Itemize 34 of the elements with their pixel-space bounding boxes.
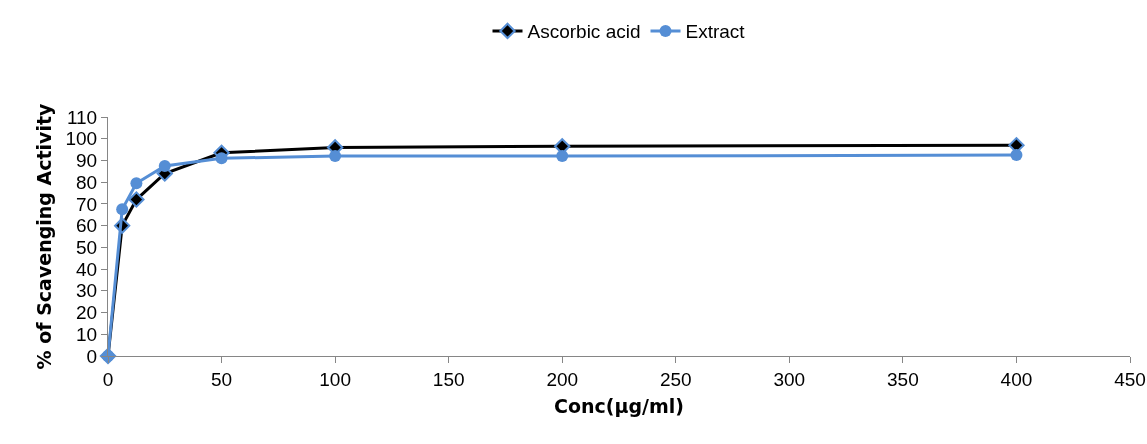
- point: [556, 150, 569, 163]
- x-tick-label: 150: [432, 368, 465, 390]
- x-tick-label: 250: [659, 368, 692, 390]
- point: [130, 177, 143, 190]
- x-tick-label: 350: [887, 368, 919, 390]
- point: [215, 152, 228, 165]
- y-tick-label: 50: [76, 237, 98, 259]
- y-tick-label: 20: [76, 302, 98, 324]
- y-tick-label: 70: [76, 193, 98, 215]
- x-axis-title: Conc(µg/ml): [554, 394, 684, 417]
- y-tick-label: 40: [76, 258, 98, 280]
- y-tick-label: 30: [76, 280, 98, 302]
- x-tick-label: 0: [102, 368, 114, 390]
- y-tick-label: 100: [65, 128, 98, 150]
- x-tick-label: 400: [1000, 368, 1033, 390]
- y-tick-label: 0: [86, 345, 98, 367]
- point: [128, 191, 145, 208]
- x-tick-label: 50: [210, 368, 233, 390]
- x-tick-label: 100: [319, 368, 351, 390]
- point: [158, 159, 171, 172]
- legend-label: Extract: [685, 21, 746, 43]
- y-tick-label: 80: [76, 171, 98, 193]
- x-tick-label: 300: [773, 368, 806, 390]
- x-tick-label: 200: [546, 368, 579, 390]
- point: [1010, 149, 1023, 162]
- point: [329, 150, 342, 163]
- point: [116, 203, 129, 216]
- y-tick-label: 60: [76, 215, 98, 237]
- y-tick-label: 90: [76, 150, 98, 172]
- legend-label: Ascorbic acid: [527, 21, 641, 43]
- y-axis-title: % of Scavenging Activity: [33, 102, 56, 370]
- y-tick-label: 110: [66, 106, 98, 128]
- x-tick-label: 450: [1114, 368, 1146, 390]
- y-tick-label: 10: [76, 323, 98, 345]
